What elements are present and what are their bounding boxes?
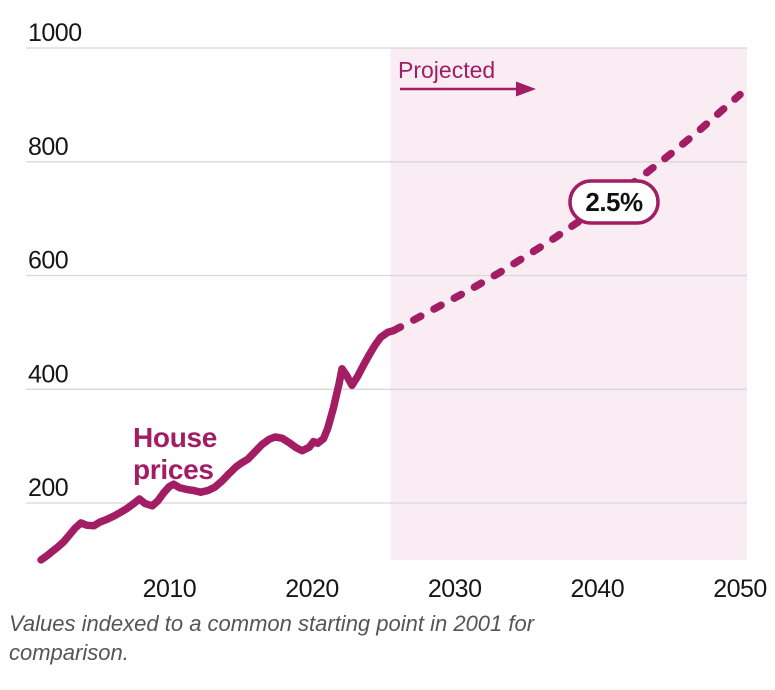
growth-rate-value: 2.5% bbox=[585, 187, 643, 217]
projected-line bbox=[389, 90, 744, 335]
projected-arrow-icon bbox=[516, 81, 536, 97]
chart-plot-layer: 200 400 600 800 1000 2010 2020 2030 2040 2050 bbox=[26, 19, 767, 603]
series-label-line2: prices bbox=[133, 454, 214, 485]
projected-annotation-group: Projected bbox=[398, 57, 536, 97]
series-label-group: House prices bbox=[133, 422, 217, 485]
x-tick-label: 2010 bbox=[143, 575, 197, 603]
chart-canvas: 200 400 600 800 1000 2010 2020 2030 2040 2050 Hou… bbox=[26, 19, 767, 603]
projected-label: Projected bbox=[398, 57, 495, 83]
y-tick-label: 800 bbox=[28, 133, 68, 161]
x-tick-label: 2040 bbox=[570, 575, 624, 603]
series-label-line1: House bbox=[133, 422, 217, 453]
x-tick-label: 2020 bbox=[285, 575, 339, 603]
growth-rate-badge-outline bbox=[568, 179, 660, 225]
caption-line2: comparison. bbox=[9, 640, 129, 665]
caption-line1: Values indexed to a common starting poin… bbox=[9, 611, 535, 636]
y-tick-label: 1000 bbox=[28, 19, 82, 47]
y-tick-label: 600 bbox=[28, 247, 68, 275]
x-tick-label: 2050 bbox=[713, 575, 767, 603]
projection-region bbox=[390, 48, 747, 560]
y-tick-label: 200 bbox=[28, 474, 68, 502]
x-tick-label: 2030 bbox=[428, 575, 482, 603]
growth-rate-badge: 2.5% bbox=[568, 179, 660, 225]
y-tick-label: 400 bbox=[28, 360, 68, 388]
house-prices-line bbox=[37, 326, 398, 564]
chart-caption: Values indexed to a common starting poin… bbox=[9, 609, 749, 667]
